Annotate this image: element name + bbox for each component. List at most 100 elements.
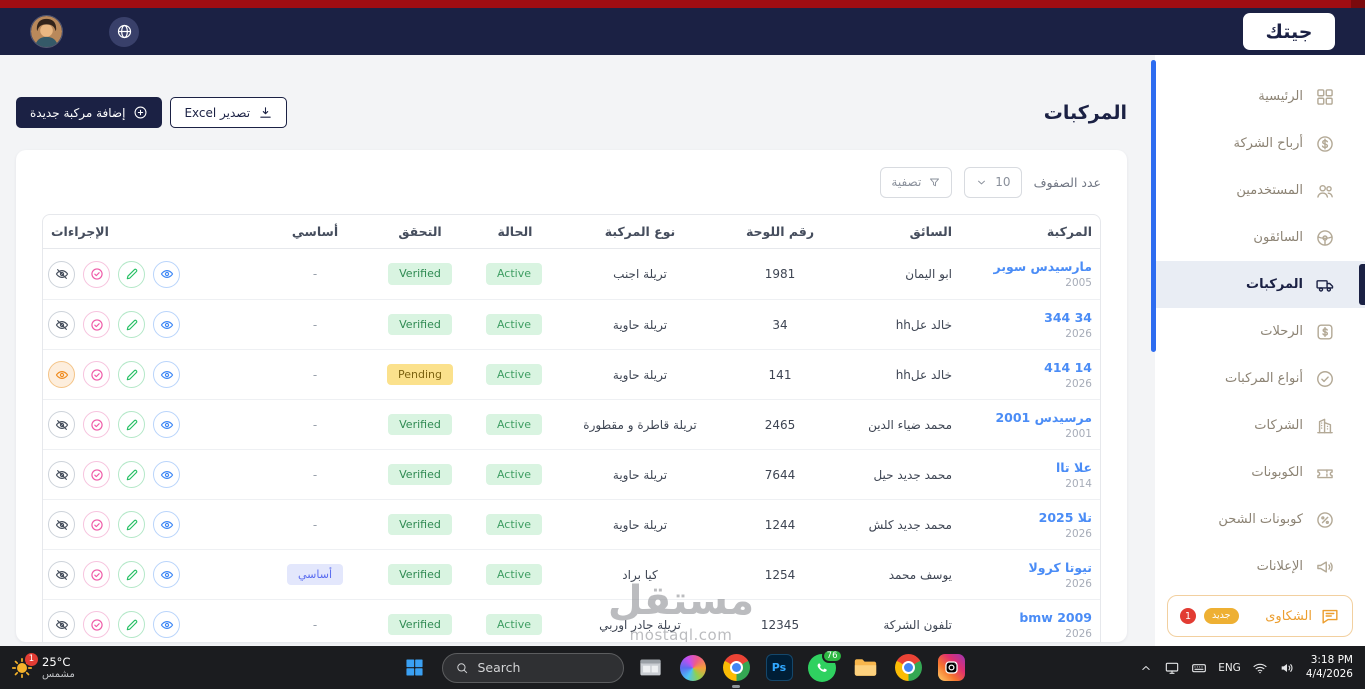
approve-button[interactable] [83, 311, 110, 338]
hide-button[interactable] [48, 260, 75, 288]
view-button[interactable] [153, 511, 180, 538]
verification-cell: Pending [360, 363, 480, 386]
sidebar-scrollbar[interactable] [1151, 60, 1156, 352]
sidebar-item-users[interactable]: المستخدمين [1155, 167, 1365, 214]
sidebar-item-vehicle-types[interactable]: أنواع المركبات [1155, 355, 1365, 402]
vehicle-name-link[interactable]: bmw 2009 [1019, 609, 1092, 625]
keyboard-icon[interactable] [1191, 660, 1207, 676]
hide-button[interactable] [48, 611, 75, 638]
taskbar-app-photoshop[interactable]: Ps [763, 651, 796, 684]
display-icon[interactable] [1164, 660, 1180, 676]
edit-button[interactable] [118, 260, 145, 288]
approve-button[interactable] [83, 511, 110, 538]
edit-button[interactable] [118, 611, 145, 638]
colorful-sphere-icon [680, 654, 706, 681]
primary-badge: أساسي [286, 563, 343, 586]
driver-cell: محمد جديد حيل [873, 467, 952, 482]
edit-button[interactable] [118, 311, 145, 338]
hide-button[interactable] [48, 561, 75, 588]
hide-button[interactable] [48, 511, 75, 538]
chrome-icon [722, 654, 750, 681]
edit-button[interactable] [118, 461, 145, 488]
sidebar-item-vehicles[interactable]: المركبات [1155, 261, 1365, 308]
sidebar-item-complaints[interactable]: الشكاوى جديد 1 [1167, 595, 1353, 637]
sidebar-item-drivers[interactable]: السائقون [1155, 214, 1365, 261]
verification-badge: Verified [388, 263, 452, 285]
filter-button[interactable]: تصفية [880, 166, 953, 198]
status-cell: Active [480, 263, 550, 285]
taskbar-app-colorful-sphere[interactable] [677, 651, 710, 684]
approve-button[interactable] [83, 461, 110, 488]
vehicle-name-link[interactable]: تلا 2025 [1038, 509, 1092, 525]
vehicle-name-link[interactable]: 14 414 [1044, 359, 1092, 375]
wifi-icon[interactable] [1252, 660, 1268, 676]
approve-button[interactable] [83, 561, 110, 588]
status-badge: Active [485, 313, 542, 336]
language-globe-button[interactable] [109, 16, 139, 47]
taskbar-app-chrome-2[interactable] [892, 651, 925, 684]
language-indicator[interactable]: ENG [1218, 661, 1241, 674]
hide-button[interactable] [48, 461, 75, 488]
taskbar-search[interactable]: Search [441, 652, 624, 683]
view-button[interactable] [153, 411, 180, 438]
edit-button[interactable] [118, 561, 145, 588]
view-button[interactable] [153, 561, 180, 588]
export-excel-button[interactable]: تصدير Excel [170, 97, 288, 128]
sidebar-item-companies[interactable]: الشركات [1155, 402, 1365, 449]
view-button[interactable] [153, 461, 180, 488]
app-header: جيتك [0, 8, 1365, 55]
actions-cell [43, 311, 270, 338]
status-badge: Active [485, 463, 542, 486]
vehicle-name-link[interactable]: تيوتا كرولا [1028, 559, 1093, 575]
vehicle-cell: تيوتا كرولا 2026 [960, 560, 1100, 590]
primary-value: - [312, 267, 318, 281]
taskbar-app-chrome[interactable] [720, 651, 753, 684]
plate-cell: 2465 [764, 417, 796, 432]
taskbar-app-whatsapp[interactable]: 76 [806, 649, 843, 684]
clock-time: 3:18 PM [1310, 653, 1353, 666]
user-avatar[interactable] [30, 15, 63, 48]
view-button[interactable] [153, 611, 180, 638]
approve-button[interactable] [83, 611, 110, 638]
sidebar-item-label: الكوبونات [1251, 465, 1303, 480]
approve-button[interactable] [83, 411, 110, 438]
volume-icon[interactable] [1279, 660, 1295, 676]
approve-button[interactable] [83, 260, 110, 288]
verification-badge: Verified [388, 313, 452, 336]
hide-button[interactable] [48, 311, 75, 338]
view-button[interactable] [153, 361, 180, 388]
rows-per-page-select[interactable]: 10 [964, 166, 1022, 198]
view-button[interactable] [153, 311, 180, 338]
vehicle-name-link[interactable]: 34 344 [1044, 309, 1092, 325]
edit-button[interactable] [118, 511, 145, 538]
edit-button[interactable] [118, 411, 145, 438]
sidebar-item-shipping-coupons[interactable]: كوبونات الشحن [1155, 496, 1365, 543]
sidebar-item-trips[interactable]: الرحلات [1155, 308, 1365, 355]
taskbar-app-window-preview[interactable] [634, 651, 667, 684]
weather-widget[interactable]: 1 25°C مشمس [0, 646, 87, 689]
verification-cell: Verified [360, 513, 480, 536]
sidebar-item-ads[interactable]: الإعلانات [1155, 543, 1365, 590]
vehicle-name-link[interactable]: مارسيدس سوبر [993, 259, 1092, 274]
add-vehicle-button[interactable]: إضافة مركبة جديدة [16, 97, 163, 128]
brand-logo[interactable]: جيتك [1243, 13, 1335, 50]
taskbar-app-file-explorer[interactable] [849, 651, 882, 684]
taskbar-app-instagram[interactable] [935, 651, 968, 684]
hide-button[interactable] [48, 411, 75, 438]
taskbar-clock[interactable]: 3:18 PM 4/4/2026 [1306, 654, 1353, 681]
tray-expand-button[interactable] [1139, 661, 1153, 675]
sidebar-item-coupons[interactable]: الكوبونات [1155, 449, 1365, 496]
approve-button[interactable] [83, 361, 110, 388]
sidebar-item-company-profits[interactable]: أرباح الشركة [1155, 120, 1365, 167]
sidebar-item-home[interactable]: الرئيسية [1155, 73, 1365, 120]
taskbar-center: Search Ps 76 [398, 646, 968, 689]
start-button[interactable] [398, 651, 432, 685]
vehicle-cell: تلا 2025 2026 [960, 510, 1100, 540]
vehicle-name-link[interactable]: علا تاا [1055, 459, 1092, 475]
sidebar-item-label: الإعلانات [1256, 559, 1303, 574]
vehicle-name-link[interactable]: مرسيدس 2001 [995, 409, 1092, 425]
edit-button[interactable] [118, 361, 145, 388]
vehicle-year: 2026 [1065, 527, 1092, 540]
view-button[interactable] [153, 260, 180, 288]
reveal-button[interactable] [48, 361, 75, 388]
